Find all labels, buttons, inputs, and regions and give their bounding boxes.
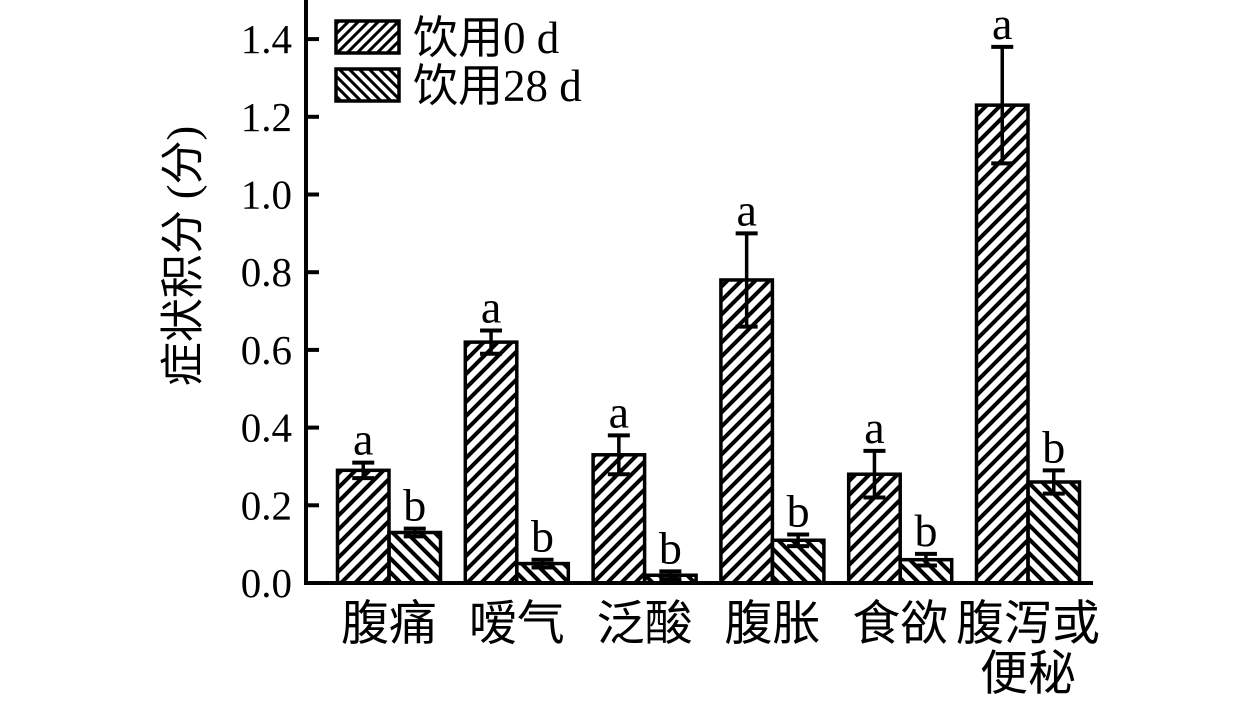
- x-category-label: 腹泻或: [956, 598, 1100, 651]
- significance-letter: b: [1042, 421, 1065, 472]
- bars: [335, 103, 1082, 585]
- y-tick-label: 1.0: [241, 172, 292, 218]
- x-category-label: 嗳气: [469, 598, 565, 651]
- y-tick-label: 0.8: [241, 249, 292, 295]
- significance-letter: b: [659, 522, 682, 573]
- bar: [335, 468, 391, 585]
- x-category-label: 食欲: [852, 598, 948, 651]
- bar: [1026, 480, 1082, 585]
- significance-letter: a: [609, 386, 629, 437]
- x-category-label: 腹痛: [341, 598, 437, 651]
- significance-letter: b: [787, 485, 810, 536]
- y-tick-label: 0.2: [241, 482, 292, 528]
- y-tick-label: 0.0: [241, 560, 292, 606]
- significance-letter: a: [481, 281, 501, 332]
- y-axis-title: 症状积分 (分): [159, 126, 208, 386]
- y-tick-label: 0.4: [241, 405, 292, 451]
- significance-letter: a: [992, 0, 1012, 49]
- x-category-label: 泛酸: [597, 598, 693, 651]
- legend-label: 饮用28 d: [413, 61, 582, 111]
- significance-letter: b: [403, 480, 426, 531]
- error-bars: [352, 44, 1065, 582]
- significance-letter: a: [736, 184, 756, 235]
- legend-swatch-day28: [334, 67, 401, 103]
- y-ticks: 0.0 0.2 0.4 0.6 0.8 1.0 1.2 1.4: [241, 16, 319, 606]
- bar: [387, 530, 443, 585]
- significance-letter: a: [864, 402, 884, 453]
- bar: [463, 340, 519, 585]
- y-tick-label: 1.4: [241, 16, 292, 62]
- x-category-label: 腹胀: [724, 598, 820, 651]
- legend-swatch-day0: [334, 19, 401, 55]
- y-tick-label: 0.6: [241, 327, 292, 373]
- significance-letter: b: [531, 511, 554, 562]
- y-tick-label: 1.2: [241, 94, 292, 140]
- legend-label: 饮用0 d: [413, 13, 559, 63]
- significance-letter: b: [914, 505, 937, 556]
- bar: [974, 103, 1030, 585]
- significance-letter: a: [353, 414, 373, 465]
- x-category-label: 便秘: [980, 648, 1076, 701]
